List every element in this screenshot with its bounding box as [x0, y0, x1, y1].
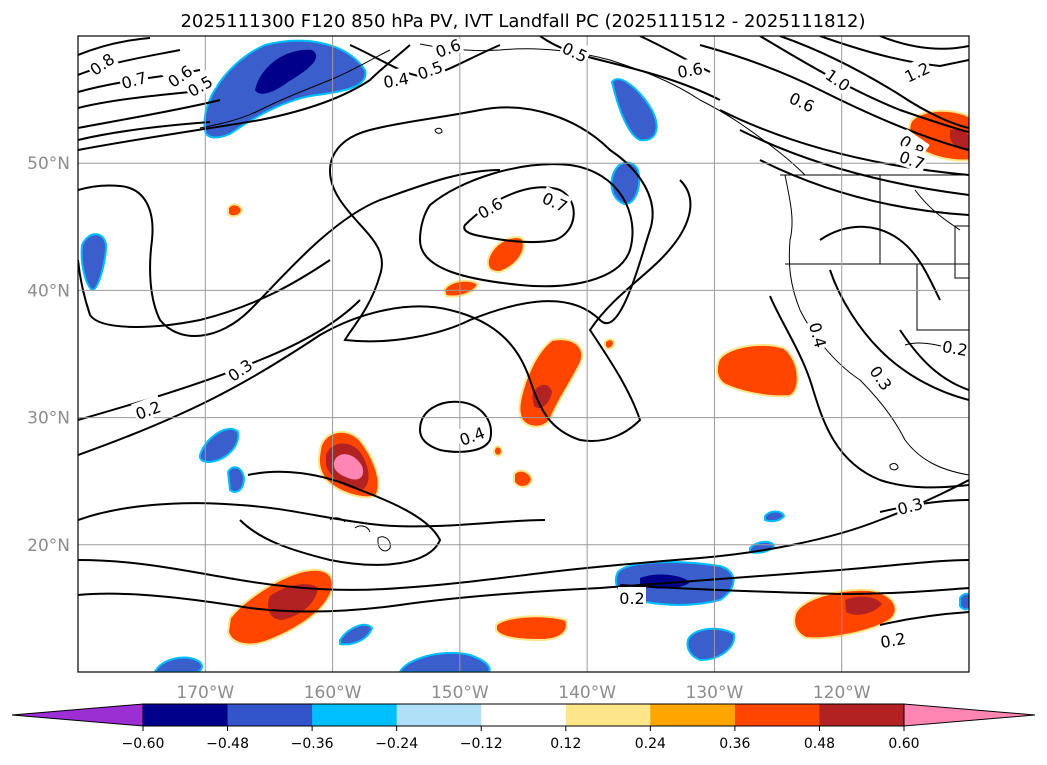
colorbar-extend-max [903, 703, 1036, 727]
contour-label: 0.6 [674, 56, 706, 82]
chart-title: 2025111300 F120 850 hPa PV, IVT Landfall… [180, 11, 865, 32]
contour-label: 0.2 [618, 587, 646, 608]
axis-tick-labels: 170°W 160°W 150°W 140°W 130°W 120°W 20°N 30°N 40… [27, 154, 871, 703]
colorbar-tick-label: −0.60 [122, 736, 165, 752]
lon-tick-label: 150°W [431, 683, 489, 703]
shade-mid-pacific-positive [227, 203, 525, 298]
colorbar-segment [819, 704, 905, 726]
contour-labels: 0.80.7 0.60.50.6 0.50.50.4 0.6 1.0 1.20.60.80… [84, 36, 969, 652]
contour-label-bg [431, 36, 465, 62]
contour-label: 0.4 [805, 318, 833, 351]
map-background [78, 36, 969, 672]
contour-label-bg [131, 394, 165, 424]
contour-label-bg [821, 62, 856, 96]
contour-label-bg [472, 191, 507, 223]
colorbar-segment [312, 704, 398, 726]
lon-tick-label: 140°W [558, 683, 616, 703]
contour-label-bg [182, 69, 217, 101]
contour-label-bg [785, 86, 820, 117]
colorbar-tick-label: 0.60 [888, 736, 919, 752]
contour-label: 0.4 [380, 66, 412, 92]
contour-label-text: 0.2 [619, 589, 644, 608]
colorbar-tick-label: −0.12 [460, 736, 503, 752]
pv-contour-lines [78, 36, 969, 626]
contour-label-bg [380, 66, 412, 92]
colorbar-segment [396, 704, 482, 726]
contour-label-bg [674, 56, 706, 82]
contour-label-bg [162, 58, 197, 92]
contour-label: 0.3 [893, 491, 926, 519]
contour-label-bg [84, 46, 119, 80]
lon-tick-label: 130°W [686, 683, 744, 703]
shade-gulf-of-alaska-negative [203, 39, 367, 139]
lat-tick-label: 40°N [27, 281, 70, 301]
contour-label-text: 0.6 [676, 59, 704, 82]
contour-label-bg [877, 626, 909, 652]
contour-label-bg [117, 65, 150, 93]
colorbar-tick-label: −0.36 [291, 736, 334, 752]
lat-tick-label: 20°N [27, 536, 70, 556]
colorbar-tick-label: 0.36 [719, 736, 750, 752]
colorbar-segment [481, 704, 567, 726]
colorbar-tick-label: 0.12 [550, 736, 581, 752]
colorbar-frame [142, 703, 905, 727]
colorbar: −0.60 −0.48 −0.36 −0.24 −0.12 0.12 0.24 0.36 0.4… [11, 703, 1036, 752]
lon-tick-label: 170°W [176, 683, 234, 703]
contour-label-bg [899, 56, 934, 87]
coastlines [199, 43, 969, 552]
shade-offshore-wa-negative [610, 161, 641, 205]
colorbar-extend-min [11, 703, 144, 727]
colorbar-tick-label: 0.24 [635, 736, 666, 752]
shade-subtropical-east-negative [153, 510, 969, 672]
shade-south-central-positive [495, 615, 568, 642]
contour-label-bg [865, 360, 899, 395]
lat-tick-label: 50°N [27, 154, 70, 174]
contour-label: 0.2 [131, 394, 165, 424]
colorbar-tick-label: 0.48 [804, 736, 835, 752]
contour-label-bg [455, 420, 489, 450]
contour-label-text: 0.2 [879, 629, 907, 652]
colorbar-tick-label: −0.48 [206, 736, 249, 752]
gridlines [78, 36, 969, 672]
shade-central-positive [493, 338, 616, 488]
shade-west-pacific-negative [80, 233, 108, 292]
contour-label-bg [895, 144, 929, 174]
contour-label-bg [413, 54, 447, 84]
lon-tick-label: 160°W [304, 683, 362, 703]
lon-tick-label: 120°W [813, 683, 871, 703]
contour-label-bg [893, 491, 926, 519]
contour-label: 0.2 [939, 334, 969, 360]
colorbar-segment [650, 704, 736, 726]
contour-label: 0.6 [431, 36, 465, 62]
colorbar-tick-label: −0.24 [375, 736, 418, 752]
contour-label-bg [618, 587, 646, 607]
lat-tick-label: 30°N [27, 409, 70, 429]
colorbar-segment [734, 704, 820, 726]
colorbar-segment [143, 704, 229, 726]
contour-label-bg [538, 186, 573, 217]
contour-label-text: 0.4 [382, 69, 410, 92]
contour-label-text: 0.2 [941, 337, 969, 360]
colorbar-segment [227, 704, 313, 726]
map-frame [77, 35, 970, 673]
contour-label: 0.7 [117, 65, 150, 93]
colorbar-segment [565, 704, 651, 726]
shade-hawaii-west-negative [198, 427, 246, 493]
contour-label-bg [939, 334, 969, 360]
contour-label: 0.2 [877, 626, 909, 652]
contour-label-bg [558, 36, 593, 67]
shade-southeast-positive [793, 588, 897, 640]
shade-sw-alaska-coast-negative [610, 78, 658, 142]
contour-label-bg [805, 318, 833, 351]
contour-label-bg [222, 352, 257, 386]
shade-baja-offshore-positive [715, 343, 799, 398]
